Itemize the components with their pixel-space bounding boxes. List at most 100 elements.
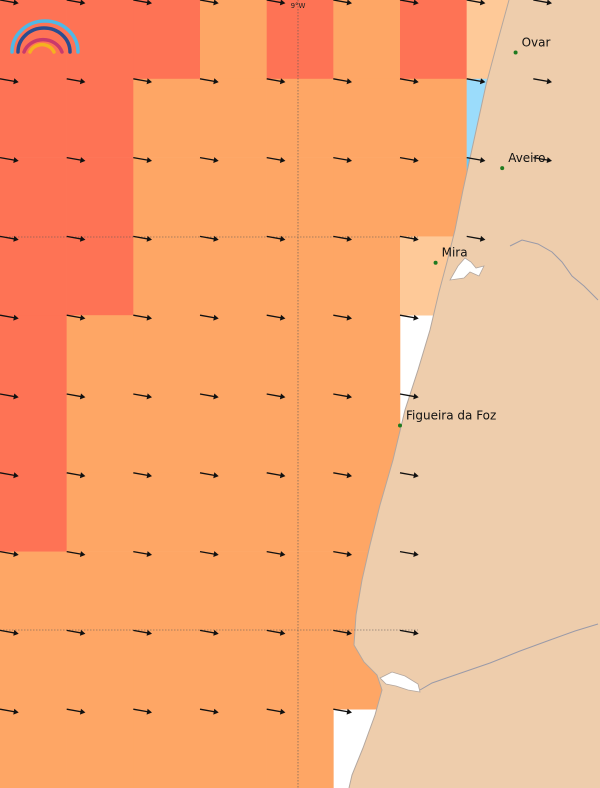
data-cell — [400, 0, 467, 80]
data-cell — [133, 551, 201, 631]
data-cell — [333, 157, 401, 237]
coastline — [348, 0, 510, 788]
wave-arrow — [133, 78, 152, 85]
wave-arrow — [266, 629, 286, 636]
wave-arrow — [133, 708, 152, 715]
wave-arrow — [399, 0, 419, 6]
data-cell — [333, 236, 401, 316]
land-layer — [348, 0, 600, 788]
wave-arrow — [66, 629, 86, 636]
wave-arrow — [333, 156, 352, 163]
wave-arrow — [333, 78, 352, 85]
vouga-river — [509, 239, 599, 301]
city-marker[interactable]: Figueira da Foz — [398, 409, 496, 428]
wave-arrow — [133, 629, 152, 636]
city-dot — [433, 260, 438, 265]
data-cell — [133, 472, 201, 552]
data-cell — [200, 0, 267, 80]
wave-arrow — [66, 472, 86, 479]
data-cell — [200, 551, 267, 631]
wave-arrow — [333, 629, 352, 636]
rainbow-logo — [10, 19, 80, 54]
wave-arrow — [199, 78, 219, 85]
data-cell — [0, 394, 67, 474]
wave-arrow — [0, 550, 19, 557]
data-cell — [0, 157, 67, 237]
data-cell — [66, 630, 134, 710]
data-cell — [200, 236, 267, 316]
city-marker[interactable]: Ovar — [513, 36, 551, 55]
data-cell — [133, 157, 201, 237]
wave-arrow — [533, 156, 552, 163]
wave-arrow — [333, 472, 352, 479]
data-cell — [266, 236, 334, 316]
wave-arrow — [466, 78, 486, 85]
city-label: Figueira da Foz — [406, 409, 496, 423]
wave-arrow — [533, 0, 552, 6]
wave-arrow — [133, 235, 152, 242]
data-cell — [266, 315, 334, 395]
wave-arrow — [133, 0, 152, 6]
wave-arrow — [66, 393, 86, 400]
data-cell — [66, 394, 134, 474]
wave-arrow — [399, 235, 419, 242]
wave-arrow — [199, 156, 219, 163]
data-cell — [0, 78, 67, 158]
data-cell — [0, 0, 67, 80]
wave-arrow — [333, 550, 352, 557]
data-cell — [333, 78, 401, 158]
aveiro-lagoon — [449, 257, 485, 281]
wave-arrow — [266, 393, 286, 400]
data-cell — [133, 709, 201, 788]
data-cell — [0, 551, 67, 631]
wave-arrow — [399, 78, 419, 85]
wave-arrow — [199, 0, 219, 6]
data-cell — [266, 78, 334, 158]
wave-arrow — [199, 708, 219, 715]
data-cell — [200, 78, 267, 158]
wave-arrow — [0, 156, 19, 163]
wave-arrow — [466, 235, 486, 242]
data-cell — [66, 551, 134, 631]
wave-arrow — [199, 393, 219, 400]
city-marker[interactable]: Mira — [433, 246, 468, 265]
mondego-estuary — [379, 671, 421, 693]
data-cell — [133, 236, 201, 316]
wave-arrow — [399, 393, 419, 400]
wave-arrow — [66, 314, 86, 321]
data-cell — [266, 157, 334, 237]
data-cell — [66, 157, 134, 237]
data-cell — [0, 630, 67, 710]
city-label: Ovar — [522, 36, 551, 50]
data-cell — [133, 630, 201, 710]
wave-arrow — [399, 550, 419, 557]
wave-arrow — [266, 314, 286, 321]
wave-arrow — [0, 472, 19, 479]
wave-arrow — [0, 314, 19, 321]
data-cell — [266, 394, 334, 474]
wave-arrow — [199, 472, 219, 479]
data-cell — [0, 315, 67, 395]
wave-arrow — [0, 629, 19, 636]
wave-arrow — [466, 0, 486, 6]
data-cell — [66, 236, 134, 316]
data-cell — [266, 551, 334, 631]
data-cell — [266, 472, 334, 552]
data-cell — [133, 394, 201, 474]
wave-arrow — [0, 0, 19, 6]
data-cell — [0, 472, 67, 552]
wave-arrow — [333, 708, 352, 715]
wave-arrow — [399, 629, 419, 636]
wave-arrow — [199, 629, 219, 636]
city-marker[interactable]: Aveiro — [500, 151, 546, 171]
wave-arrow — [133, 156, 152, 163]
data-cell — [200, 709, 267, 788]
wave-arrow — [199, 314, 219, 321]
city-label: Aveiro — [508, 151, 545, 165]
wave-arrow — [66, 78, 86, 85]
city-label: Mira — [442, 246, 468, 260]
wave-arrow — [333, 235, 352, 242]
wave-arrow — [199, 235, 219, 242]
